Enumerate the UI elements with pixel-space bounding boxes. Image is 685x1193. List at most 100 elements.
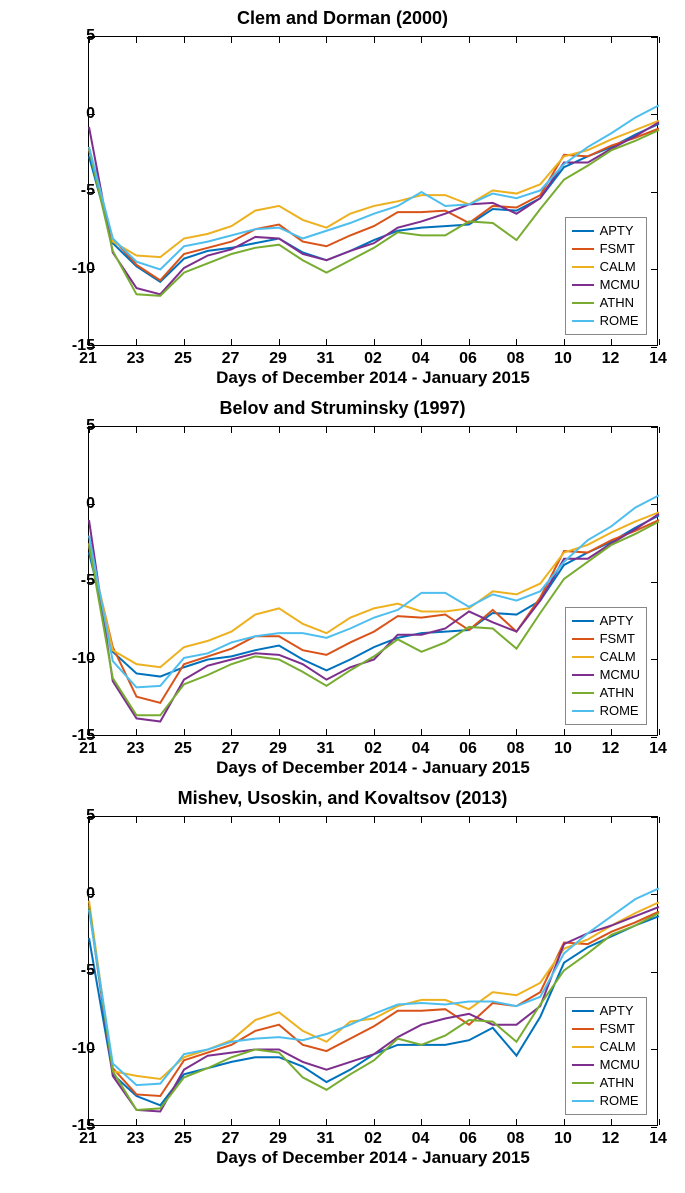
legend-item: CALM bbox=[572, 1038, 640, 1056]
x-tick-label: 23 bbox=[127, 740, 145, 758]
legend-label: FSMT bbox=[600, 240, 635, 258]
legend-label: CALM bbox=[600, 1038, 636, 1056]
x-tick-label: 23 bbox=[127, 350, 145, 368]
legend-item: MCMU bbox=[572, 276, 640, 294]
x-tick-label: 08 bbox=[507, 350, 525, 368]
legend-label: CALM bbox=[600, 258, 636, 276]
x-tick-label: 14 bbox=[649, 740, 667, 758]
legend-label: APTY bbox=[600, 222, 634, 240]
legend-swatch bbox=[572, 620, 594, 623]
y-tick-label: -5 bbox=[35, 962, 95, 980]
legend-swatch bbox=[572, 1046, 594, 1049]
legend-item: FSMT bbox=[572, 240, 640, 258]
legend-swatch bbox=[572, 638, 594, 641]
y-tick-label: -10 bbox=[35, 1040, 95, 1058]
legend-swatch bbox=[572, 266, 594, 269]
chart-panel: Mishev, Usoskin, and Kovaltsov (2013)Nor… bbox=[10, 788, 675, 1168]
y-tick-label: 0 bbox=[35, 105, 95, 123]
legend-label: ROME bbox=[600, 702, 639, 720]
chart-title: Belov and Struminsky (1997) bbox=[10, 398, 675, 419]
x-axis-label: Days of December 2014 - January 2015 bbox=[88, 1148, 658, 1168]
x-axis-label: Days of December 2014 - January 2015 bbox=[88, 368, 658, 388]
x-tick-label: 31 bbox=[317, 350, 335, 368]
chart-panel: Belov and Struminsky (1997)Norm. Cosmic … bbox=[10, 398, 675, 778]
x-tick-label: 21 bbox=[79, 350, 97, 368]
x-tick-label: 25 bbox=[174, 740, 192, 758]
legend-label: APTY bbox=[600, 612, 634, 630]
legend-item: ATHN bbox=[572, 684, 640, 702]
legend-item: MCMU bbox=[572, 1056, 640, 1074]
y-tick-label: -5 bbox=[35, 182, 95, 200]
x-tick-label: 02 bbox=[364, 1130, 382, 1148]
legend-swatch bbox=[572, 1100, 594, 1103]
y-tick-label: 5 bbox=[35, 417, 95, 435]
x-tick-label: 10 bbox=[554, 350, 572, 368]
legend-item: ATHN bbox=[572, 294, 640, 312]
x-tick-label: 23 bbox=[127, 1130, 145, 1148]
legend-label: FSMT bbox=[600, 1020, 635, 1038]
legend-swatch bbox=[572, 320, 594, 323]
x-tick-label: 14 bbox=[649, 1130, 667, 1148]
legend-item: CALM bbox=[572, 648, 640, 666]
x-tick-label: 21 bbox=[79, 740, 97, 758]
x-tick-label: 14 bbox=[649, 350, 667, 368]
x-tick-label: 27 bbox=[222, 740, 240, 758]
x-axis-label: Days of December 2014 - January 2015 bbox=[88, 758, 658, 778]
legend-item: CALM bbox=[572, 258, 640, 276]
y-tick-label: 5 bbox=[35, 807, 95, 825]
legend-swatch bbox=[572, 674, 594, 677]
plot-area: APTYFSMTCALMMCMUATHNROME bbox=[88, 816, 658, 1126]
x-tick-label: 08 bbox=[507, 740, 525, 758]
x-tick-label: 08 bbox=[507, 1130, 525, 1148]
legend: APTYFSMTCALMMCMUATHNROME bbox=[565, 607, 647, 725]
x-tick-label: 21 bbox=[79, 1130, 97, 1148]
legend-item: MCMU bbox=[572, 666, 640, 684]
legend-item: APTY bbox=[572, 612, 640, 630]
x-tick-label: 25 bbox=[174, 1130, 192, 1148]
chart-title: Mishev, Usoskin, and Kovaltsov (2013) bbox=[10, 788, 675, 809]
x-tick-label: 27 bbox=[222, 1130, 240, 1148]
x-tick-label: 04 bbox=[412, 740, 430, 758]
x-tick-label: 10 bbox=[554, 1130, 572, 1148]
legend-swatch bbox=[572, 692, 594, 695]
x-tick-label: 29 bbox=[269, 1130, 287, 1148]
x-tick-label: 02 bbox=[364, 740, 382, 758]
x-tick-label: 02 bbox=[364, 350, 382, 368]
legend-label: MCMU bbox=[600, 666, 640, 684]
legend-item: ROME bbox=[572, 1092, 640, 1110]
y-tick-label: 0 bbox=[35, 885, 95, 903]
x-tick-label: 04 bbox=[412, 350, 430, 368]
x-tick-label: 29 bbox=[269, 740, 287, 758]
x-tick-label: 25 bbox=[174, 350, 192, 368]
legend-swatch bbox=[572, 1010, 594, 1013]
x-tick-label: 12 bbox=[602, 350, 620, 368]
legend-label: FSMT bbox=[600, 630, 635, 648]
x-tick-label: 12 bbox=[602, 740, 620, 758]
legend-item: ROME bbox=[572, 702, 640, 720]
legend-swatch bbox=[572, 248, 594, 251]
y-tick-label: 5 bbox=[35, 27, 95, 45]
legend-item: FSMT bbox=[572, 630, 640, 648]
x-tick-label: 27 bbox=[222, 350, 240, 368]
legend: APTYFSMTCALMMCMUATHNROME bbox=[565, 997, 647, 1115]
legend-swatch bbox=[572, 230, 594, 233]
y-tick-label: 0 bbox=[35, 495, 95, 513]
legend-label: ROME bbox=[600, 312, 639, 330]
x-tick-label: 31 bbox=[317, 1130, 335, 1148]
legend-label: MCMU bbox=[600, 1056, 640, 1074]
legend-item: APTY bbox=[572, 1002, 640, 1020]
x-tick-label: 06 bbox=[459, 1130, 477, 1148]
legend-item: ATHN bbox=[572, 1074, 640, 1092]
legend: APTYFSMTCALMMCMUATHNROME bbox=[565, 217, 647, 335]
legend-label: APTY bbox=[600, 1002, 634, 1020]
chart-panel: Clem and Dorman (2000)Norm. Cosmic Rays … bbox=[10, 8, 675, 388]
legend-swatch bbox=[572, 1082, 594, 1085]
x-tick-label: 31 bbox=[317, 740, 335, 758]
chart-title: Clem and Dorman (2000) bbox=[10, 8, 675, 29]
legend-label: ATHN bbox=[600, 294, 634, 312]
x-tick-label: 10 bbox=[554, 740, 572, 758]
x-tick-label: 04 bbox=[412, 1130, 430, 1148]
legend-label: CALM bbox=[600, 648, 636, 666]
legend-item: FSMT bbox=[572, 1020, 640, 1038]
x-tick-label: 12 bbox=[602, 1130, 620, 1148]
